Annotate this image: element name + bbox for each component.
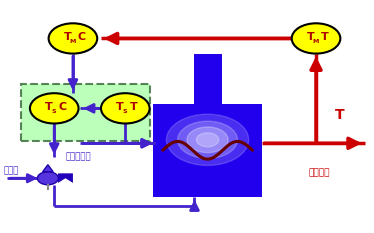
Text: M: M (69, 39, 76, 44)
Text: T: T (45, 102, 53, 112)
Text: S: S (51, 109, 56, 114)
Polygon shape (43, 165, 53, 172)
Text: 被加热原料: 被加热原料 (65, 153, 91, 162)
Circle shape (187, 127, 228, 153)
Text: 出口温度: 出口温度 (309, 168, 330, 177)
Text: C: C (58, 102, 67, 112)
Bar (153, 104, 262, 197)
Circle shape (166, 114, 249, 165)
Circle shape (196, 133, 219, 147)
Text: T: T (130, 102, 137, 112)
Polygon shape (58, 174, 73, 183)
Polygon shape (58, 174, 73, 183)
FancyBboxPatch shape (21, 84, 150, 141)
Text: C: C (77, 32, 85, 42)
Text: T: T (307, 32, 315, 42)
Circle shape (49, 23, 97, 54)
Text: S: S (122, 109, 127, 114)
Text: T: T (64, 32, 71, 42)
Bar (194, 54, 221, 104)
Circle shape (37, 172, 58, 185)
Text: T: T (321, 32, 328, 42)
Circle shape (178, 121, 237, 158)
Circle shape (101, 93, 150, 123)
Text: M: M (312, 39, 319, 44)
Circle shape (292, 23, 340, 54)
Text: T: T (335, 108, 344, 122)
Text: 燃料油: 燃料油 (4, 167, 19, 176)
Text: T: T (116, 102, 124, 112)
Circle shape (30, 93, 79, 123)
